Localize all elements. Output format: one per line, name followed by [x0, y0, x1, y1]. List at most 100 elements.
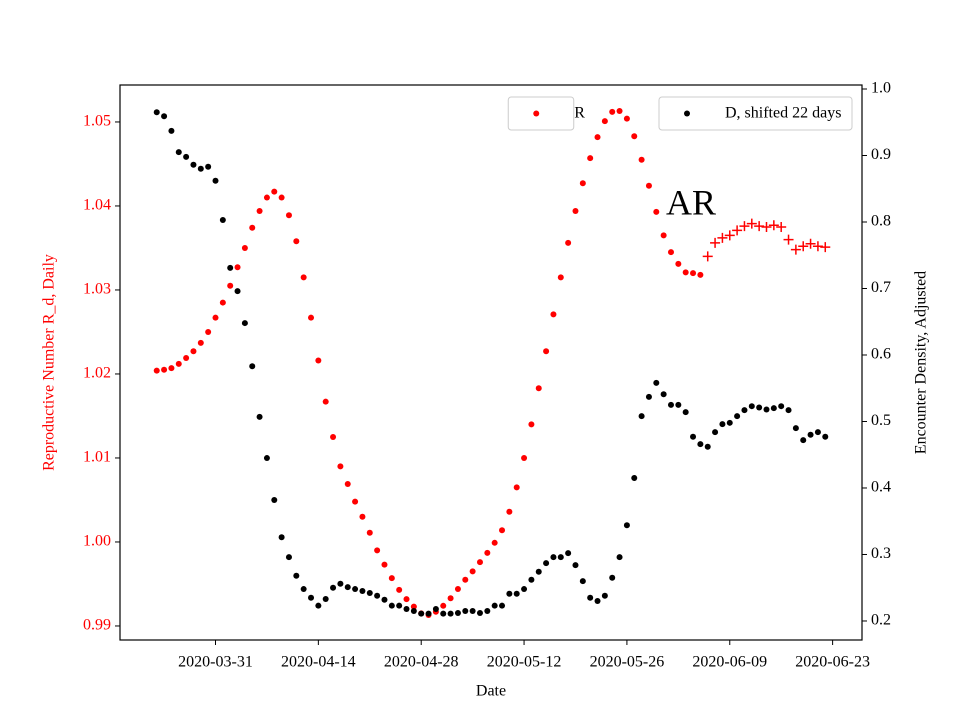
point: [330, 433, 337, 440]
point: [153, 109, 160, 116]
point: [726, 419, 733, 426]
point: [197, 165, 204, 172]
point: [447, 595, 454, 602]
plus-point: [754, 221, 765, 232]
point: [594, 598, 601, 605]
y2-tick-label: 0.9: [871, 146, 891, 163]
point: [410, 603, 417, 610]
point: [271, 496, 278, 503]
point: [285, 212, 292, 219]
point: [484, 608, 491, 615]
point: [212, 177, 219, 184]
point: [616, 108, 623, 115]
point: [792, 425, 799, 432]
point: [366, 590, 373, 597]
point: [785, 407, 792, 414]
point: [219, 299, 226, 306]
y-tick-label: 1.01: [83, 449, 111, 466]
plus-point: [746, 218, 757, 229]
x-tick-label: 2020-06-23: [795, 654, 870, 671]
point: [572, 562, 579, 569]
y-tick-label: 1.05: [83, 113, 111, 130]
point: [682, 409, 689, 416]
point: [249, 363, 256, 370]
point: [609, 108, 616, 115]
point: [403, 596, 410, 603]
point: [359, 513, 366, 520]
legend-box: [507, 96, 575, 131]
x-tick-label: 2020-06-09: [692, 654, 767, 671]
point: [263, 455, 270, 462]
y2-tick-label: 0.5: [871, 412, 891, 429]
point: [396, 602, 403, 609]
point: [308, 314, 315, 321]
point: [667, 401, 674, 408]
point: [388, 602, 395, 609]
point: [219, 216, 226, 223]
point: [205, 163, 212, 170]
point: [645, 393, 652, 400]
point: [161, 113, 168, 120]
point: [491, 602, 498, 609]
annotation: AR: [666, 182, 716, 222]
point: [623, 115, 630, 122]
point: [425, 610, 432, 617]
y2-axis-label: Encounter Density, Adjusted: [913, 271, 930, 454]
point: [381, 561, 388, 568]
point: [719, 421, 726, 428]
point: [469, 608, 476, 615]
point: [366, 529, 373, 536]
x-tick-label: 2020-05-12: [487, 654, 562, 671]
point: [315, 602, 322, 609]
point: [690, 433, 697, 440]
point: [690, 270, 697, 277]
point: [190, 348, 197, 355]
x-tick-label: 2020-04-28: [384, 654, 459, 671]
plus-point: [717, 232, 728, 243]
point: [565, 550, 572, 557]
point: [234, 288, 241, 295]
plus-point: [790, 244, 801, 255]
y2-tick-label: 0.4: [871, 479, 891, 496]
point: [278, 194, 285, 201]
point: [579, 578, 586, 585]
point: [543, 560, 550, 567]
plus-point: [710, 237, 721, 248]
point: [205, 328, 212, 335]
point: [388, 575, 395, 582]
legend-marker: [533, 110, 540, 117]
point: [484, 549, 491, 556]
point: [344, 481, 351, 488]
point: [330, 584, 337, 591]
point: [697, 441, 704, 448]
point: [638, 156, 645, 163]
point: [550, 554, 557, 561]
point: [704, 443, 711, 450]
point: [734, 413, 741, 420]
legend-box: [658, 96, 853, 131]
point: [697, 271, 704, 278]
point: [535, 385, 542, 392]
plus-point: [812, 241, 823, 252]
point: [352, 498, 359, 505]
point: [337, 580, 344, 587]
point: [660, 232, 667, 239]
point: [300, 586, 307, 593]
y2-tick-label: 0.7: [871, 279, 891, 296]
point: [638, 413, 645, 420]
point: [234, 264, 241, 271]
point: [183, 355, 190, 362]
point: [256, 413, 263, 420]
point: [476, 610, 483, 617]
point: [293, 238, 300, 245]
plus-point: [783, 234, 794, 245]
point: [315, 357, 322, 364]
point: [521, 454, 528, 461]
point: [712, 429, 719, 436]
point: [653, 379, 660, 386]
point: [447, 610, 454, 617]
point: [263, 194, 270, 201]
point: [814, 429, 821, 436]
point: [359, 588, 366, 595]
